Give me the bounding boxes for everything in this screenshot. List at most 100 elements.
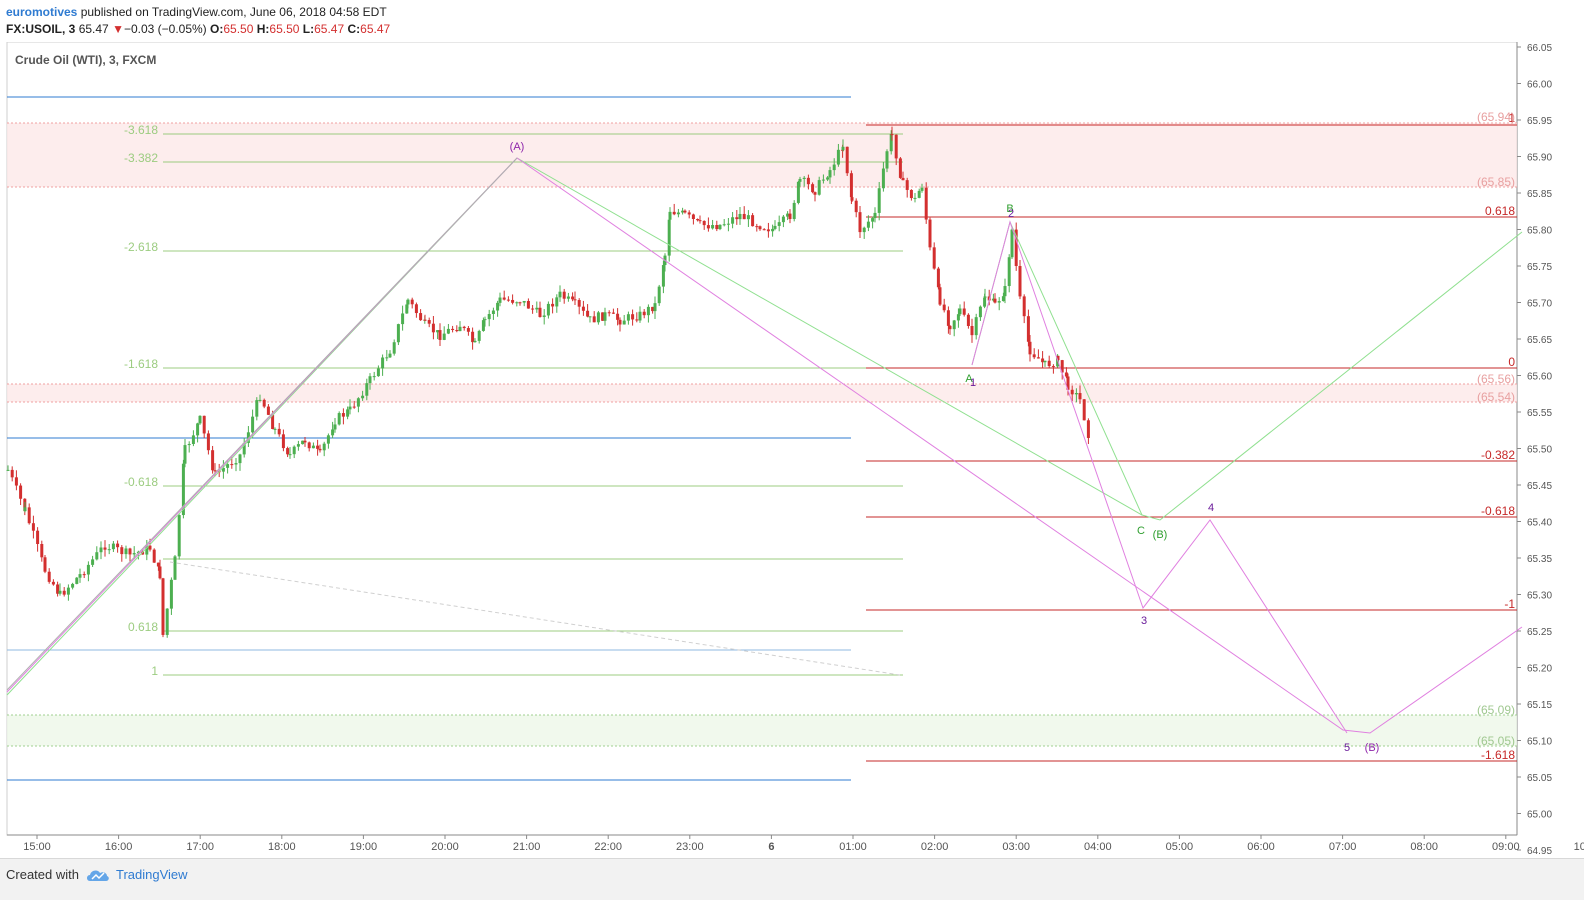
fib-right-lines[interactable] <box>866 124 1517 762</box>
time-tick-label: 05:00 <box>1166 841 1194 853</box>
candle-body <box>496 302 500 311</box>
candle <box>56 581 60 597</box>
candle <box>683 209 687 214</box>
price-tick-label: 65.90 <box>1527 153 1552 164</box>
candle-body <box>66 587 70 595</box>
last-price: 65.47 <box>78 22 109 36</box>
candle <box>462 325 466 331</box>
candle <box>817 176 821 196</box>
candle-body <box>271 414 275 429</box>
candle <box>242 437 246 458</box>
candle-body <box>301 440 305 445</box>
fib-left-label: 0.618 <box>128 620 158 634</box>
wave-label-1: 1 <box>970 377 976 389</box>
candle-body <box>255 400 259 417</box>
candle-body <box>75 577 79 584</box>
candle-body <box>99 547 103 553</box>
candle-body <box>385 357 389 359</box>
author-link[interactable]: euromotives <box>6 5 78 19</box>
candlestick-series[interactable] <box>6 126 1090 638</box>
candle-body <box>978 306 982 318</box>
candle-body <box>316 445 320 449</box>
candle <box>635 312 639 323</box>
candle-body <box>817 180 821 195</box>
candle <box>653 296 657 319</box>
candle-body <box>1060 360 1064 373</box>
candle <box>738 206 742 225</box>
candle-body <box>436 330 440 333</box>
candle <box>406 298 410 309</box>
price-axis[interactable] <box>1517 42 1584 835</box>
candle <box>156 562 160 571</box>
candle <box>806 174 810 190</box>
candle <box>288 447 292 459</box>
candle-body <box>78 574 82 578</box>
fib-right-label: 1 <box>1508 111 1515 125</box>
candle-body <box>828 170 832 178</box>
time-tick-label: 04:00 <box>1084 841 1112 853</box>
candle <box>368 373 372 390</box>
candle <box>322 441 326 457</box>
candle-body <box>483 319 487 321</box>
candle <box>551 298 555 314</box>
wave-label-A: A <box>965 373 973 385</box>
candle-body <box>932 247 936 269</box>
candle <box>1082 399 1086 421</box>
pink-impulse-path[interactable] <box>971 220 1348 734</box>
candle-body <box>581 306 585 311</box>
candle <box>681 207 685 215</box>
fib-left-lines[interactable] <box>163 133 903 676</box>
gray-wave-line[interactable] <box>6 157 518 691</box>
fib-left-label: -2.618 <box>124 240 158 254</box>
time-tick-label: 10:00 <box>1574 841 1584 853</box>
candle-body <box>683 210 687 213</box>
low-label: L: <box>302 22 315 36</box>
candle-body <box>341 413 345 417</box>
candle-body <box>388 353 392 358</box>
candle-body <box>1074 393 1078 395</box>
candle <box>43 555 47 574</box>
fib-left-labels: -3.618 -3.382 -2.618 -1.618 -0.618 0.618… <box>124 123 158 678</box>
candle <box>558 285 562 302</box>
zone-price-label: (65.09) <box>1477 703 1515 717</box>
candle <box>786 211 790 221</box>
candle-body <box>431 323 435 333</box>
candle <box>95 546 99 561</box>
candle-body <box>871 218 875 222</box>
candle-body <box>1018 266 1022 297</box>
candle <box>307 441 311 452</box>
candle-body <box>202 415 206 434</box>
price-chart[interactable]: -3.618 -3.382 -2.618 -1.618 -0.618 0.618… <box>0 42 1584 858</box>
candle-body <box>502 297 506 300</box>
candle <box>603 307 607 326</box>
candle-body <box>920 187 924 191</box>
candle-body <box>715 225 719 230</box>
price-tick-label: 65.35 <box>1527 554 1552 565</box>
candle <box>970 318 974 343</box>
candle <box>198 415 202 425</box>
candle <box>158 559 162 580</box>
price-tick-label: 65.25 <box>1527 627 1552 638</box>
candle <box>796 180 800 205</box>
candle-body <box>781 216 785 223</box>
candle-body <box>427 320 431 324</box>
candle <box>471 327 475 350</box>
time-tick-label: 21:00 <box>513 841 541 853</box>
candle-body <box>266 406 270 415</box>
candle <box>577 298 581 315</box>
candle <box>742 206 746 220</box>
candle <box>466 325 470 336</box>
candle <box>832 158 836 176</box>
candle-body <box>786 213 790 217</box>
candle-body <box>738 213 742 220</box>
candle <box>735 209 739 225</box>
fib-right-label: 0.618 <box>1485 204 1515 218</box>
fib-left-label: -1.618 <box>124 357 158 371</box>
tradingview-cloud-icon[interactable] <box>86 868 110 882</box>
candle-body <box>392 342 396 354</box>
candle <box>75 576 79 585</box>
tradingview-link[interactable]: TradingView <box>116 867 188 882</box>
candle-body <box>1007 257 1011 287</box>
candle <box>726 217 730 232</box>
candle-body <box>318 448 322 451</box>
